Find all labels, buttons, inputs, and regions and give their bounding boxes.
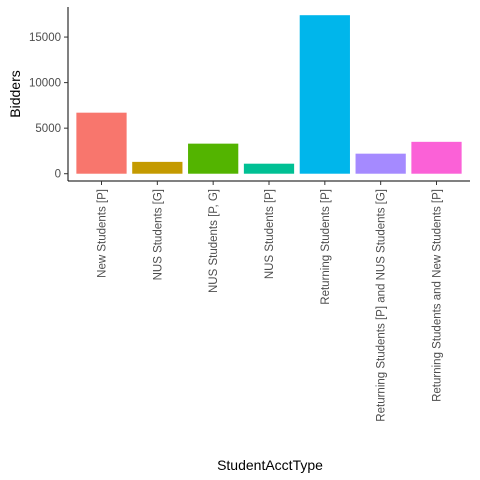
x-tick-label: Returning Students [P] bbox=[320, 189, 332, 305]
x-tick-label: New Students [P] bbox=[97, 189, 109, 278]
x-tick-label: Returning Students and New Students [P] bbox=[432, 189, 444, 402]
y-tick-label: 0 bbox=[55, 169, 61, 181]
y-axis-title: Bidders bbox=[7, 70, 23, 117]
x-tick-label: NUS Students [P, G] bbox=[208, 189, 220, 293]
x-tick-label: NUS Students [G] bbox=[152, 189, 164, 280]
x-ticks-group: New Students [P] NUS Students [G] NUS Stud… bbox=[97, 181, 444, 422]
bar-6 bbox=[355, 153, 406, 174]
y-tick-label: 5000 bbox=[35, 123, 61, 135]
y-ticks-group: 0 5000 10000 15000 bbox=[29, 32, 68, 181]
x-axis-title: StudentAcctType bbox=[217, 457, 323, 473]
bars-group bbox=[76, 15, 462, 174]
bar-5 bbox=[299, 15, 350, 174]
x-tick-label: NUS Students [P] bbox=[264, 189, 276, 279]
y-tick-label: 15000 bbox=[29, 32, 61, 44]
bar-3 bbox=[188, 143, 239, 174]
bar-7 bbox=[411, 141, 462, 174]
bar-1 bbox=[76, 112, 127, 174]
y-tick-label: 10000 bbox=[29, 78, 61, 90]
bar-4 bbox=[243, 163, 295, 174]
x-tick-label: Returning Students [P] and NUS Students … bbox=[376, 189, 388, 422]
bar-2 bbox=[132, 161, 183, 174]
